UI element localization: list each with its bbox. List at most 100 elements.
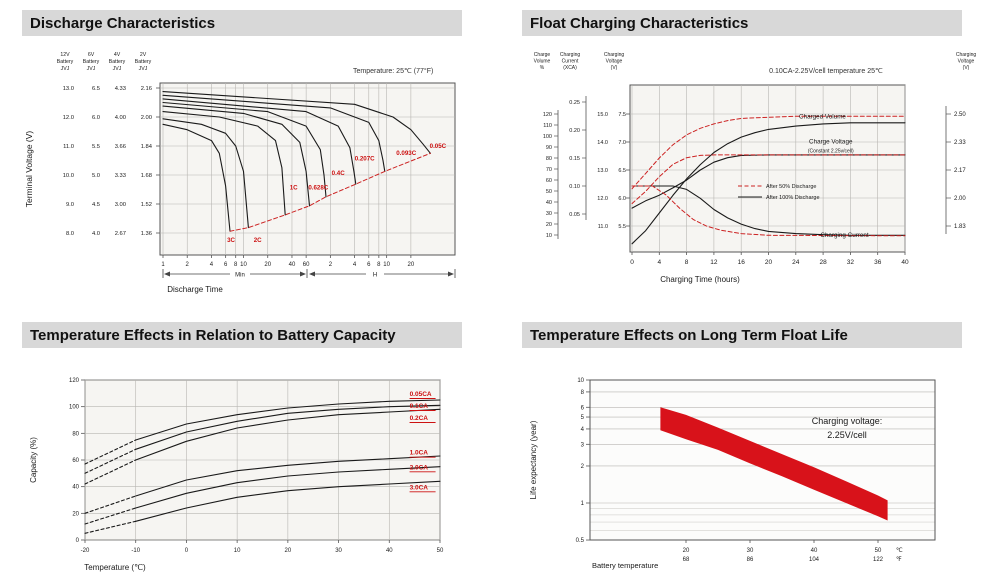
arrow-head <box>300 271 306 277</box>
scale-header: 12V <box>60 52 70 58</box>
rate-label: 0.2CA <box>410 415 429 422</box>
curve-label: (Constant 2.25v/cell) <box>808 148 854 154</box>
y-tick-label: 0.10 <box>569 184 580 190</box>
panel-title-discharge: Discharge Characteristics <box>30 14 216 32</box>
y-tick-label: 9.0 <box>66 202 74 208</box>
series-0.093C <box>162 94 386 172</box>
rate-label: 0.628C <box>308 185 328 192</box>
y-tick-label: 15.0 <box>597 112 608 118</box>
arrow-head <box>448 271 454 277</box>
y-tick-label: 3.33 <box>115 173 126 179</box>
x-tick-label: 4 <box>353 262 357 268</box>
series-charge-voltage-100 <box>631 154 906 209</box>
x-tick-label: 24 <box>792 259 800 266</box>
scale-header: Battery <box>109 59 126 65</box>
x-tick-label: 2 <box>186 262 190 268</box>
x-unit-label: H <box>373 273 377 279</box>
scale-header: Battery <box>57 59 74 65</box>
y-tick-label: 10 <box>577 378 584 384</box>
rate-label: 1C <box>290 185 298 192</box>
y-tick-label: 10 <box>546 233 552 239</box>
panel-title-temp-capacity: Temperature Effects in Relation to Batte… <box>30 326 396 344</box>
x-tick-label-f: 68 <box>683 557 690 563</box>
curve-label: Charging Current <box>820 232 869 239</box>
x-tick-label-f: 122 <box>873 557 884 563</box>
discharge-chart-svg: 1 2 4 6 8 10 20 40 60 2 4 6 8 10 2012VBatteryJVJ13.012… <box>24 52 456 294</box>
x-tick-label: 40 <box>289 262 296 268</box>
x-tick-label: 20 <box>264 262 271 268</box>
scale-header: 4V <box>114 52 121 58</box>
y-tick-label: 6.5 <box>92 86 100 92</box>
y-tick-label: 6.0 <box>92 115 100 121</box>
y-tick-label: 0.20 <box>569 128 580 134</box>
y-tick-label: 5 <box>581 415 585 421</box>
x-tick-label: 30 <box>335 548 342 554</box>
series-1C <box>162 111 286 216</box>
y-tick-label: 5.5 <box>92 144 100 150</box>
x-tick-label: 40 <box>386 548 393 554</box>
x-tick-label: 8 <box>377 262 381 268</box>
float-charging-chart-svg: 0 4 8 12 16 20 24 28 32 36 40 120 110 100 90 80 70 60 50 40… <box>534 52 977 284</box>
y-tick-label: 2 <box>581 464 585 470</box>
y-tick-label: 2.33 <box>954 140 966 146</box>
series-0.4C <box>162 101 327 198</box>
x-tick-label: -10 <box>131 548 140 554</box>
scale-header: Charging <box>560 52 581 58</box>
y-tick-label: 1.52 <box>141 202 152 208</box>
y-tick-label: 2.16 <box>141 86 152 92</box>
x-axis-title: Discharge Time <box>167 285 223 294</box>
y-tick-label: 1.84 <box>141 144 153 150</box>
panel-title-float-life: Temperature Effects on Long Term Float L… <box>530 326 848 344</box>
series-charge-voltage-50 <box>631 154 906 205</box>
rate-label: 0.207C <box>355 156 375 163</box>
y-tick-label: 12.0 <box>63 115 74 121</box>
series-0.05C <box>162 91 431 154</box>
x-unit-c: ℃ <box>896 548 903 554</box>
x-tick-label: 2 <box>329 262 333 268</box>
series-1.0CA-dashed <box>84 495 137 514</box>
series-0.1CA <box>135 404 441 450</box>
scale-header: Volume <box>534 59 551 65</box>
annotation-line: Charging voltage: <box>812 416 883 426</box>
curve-label: Charged Volume <box>799 113 846 120</box>
condition-note: 0.10CA-2.25V/cell temperature 25℃ <box>769 68 883 75</box>
y-tick-label: 40 <box>546 200 552 206</box>
rate-label: 3C <box>227 237 235 244</box>
y-tick-label: 90 <box>546 145 552 151</box>
series-0.2CA-dashed <box>84 459 137 485</box>
x-tick-label: 10 <box>234 548 241 554</box>
scale-header: Voltage <box>606 59 623 65</box>
x-tick-label: 6 <box>367 262 371 268</box>
scale-header: Voltage <box>958 59 975 65</box>
x-tick-label: 6 <box>224 262 228 268</box>
panel-header-float-life: Temperature Effects on Long Term Float L… <box>522 322 962 348</box>
x-tick-label: 20 <box>765 259 773 266</box>
y-tick-label: 1.36 <box>141 231 152 237</box>
y-tick-label: 40 <box>72 485 79 491</box>
float-life-chart-svg: 1086543210.5206830864010450122℃℉Charging… <box>529 378 936 570</box>
rate-label: 0.05CA <box>410 391 432 398</box>
x-tick-label: 0 <box>185 548 189 554</box>
series-2.0CA <box>135 466 441 509</box>
scale-header: Battery <box>135 59 152 65</box>
y-tick-label: 7.0 <box>618 140 626 146</box>
temperature-note: Temperature: 25℃ (77°F) <box>353 67 433 75</box>
y-tick-label: 120 <box>69 378 80 384</box>
plot-border <box>589 379 936 541</box>
y-tick-label: 2.17 <box>954 168 966 174</box>
y-tick-label: 20 <box>72 511 79 517</box>
rate-label: 2.0CA <box>410 464 429 471</box>
y-tick-label: 7.5 <box>618 112 626 118</box>
rate-label: 2C <box>254 237 262 244</box>
y-tick-label: 1.83 <box>954 224 966 230</box>
eod-locus <box>229 152 431 232</box>
y-tick-label: 2.00 <box>141 115 152 121</box>
scale-header: JVJ <box>139 66 148 72</box>
y-tick-label: 5.0 <box>92 173 100 179</box>
legend-label: After 100% Discharge <box>766 195 820 201</box>
series-charging-current-100 <box>631 185 906 236</box>
y-axis-title: Terminal Voltage (V) <box>24 131 34 208</box>
y-tick-label: 5.5 <box>618 224 626 230</box>
scale-header: (XCA) <box>563 65 577 71</box>
